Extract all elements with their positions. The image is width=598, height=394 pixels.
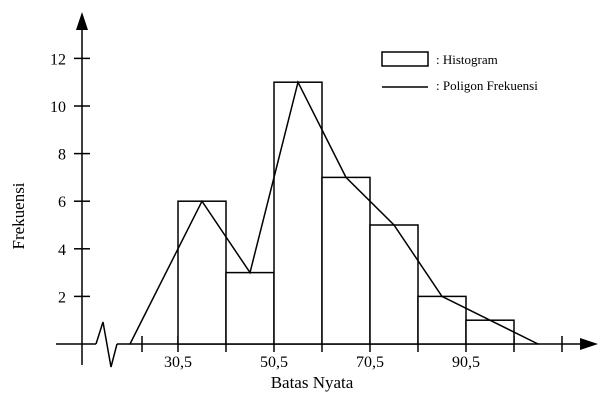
y-tick-label: 4 [58,242,66,259]
histogram-bar [273,81,323,345]
legend-histogram-label: : Histogram [436,52,498,67]
histogram-bar [177,200,227,345]
histogram-bar [225,271,275,345]
x-tick-label: 70,5 [356,354,384,371]
x-tick-label: 90,5 [452,354,480,371]
x-axis-arrow [580,338,598,350]
histogram-bar [417,295,467,345]
y-axis-title: Frekuensi [9,182,28,249]
x-tick-label: 30,5 [164,354,192,371]
polygon-point [537,343,539,345]
y-tick-label: 10 [50,99,66,116]
polygon-point [441,295,443,298]
polygon-point [249,271,251,274]
histogram-bar [321,176,371,345]
x-tick-label: 50,5 [260,354,288,371]
legend: : Histogram : Poligon Frekuensi [381,51,538,93]
y-axis-arrow [76,12,88,30]
legend-histogram-swatch [381,51,429,67]
y-tick-label: 8 [58,147,66,164]
polygon-point [201,200,203,202]
polygon-point [345,176,347,179]
legend-polygon-label: : Poligon Frekuensi [436,78,538,93]
y-tick-label: 12 [50,51,66,68]
polygon-point [297,81,299,83]
histogram-bar [369,224,419,345]
x-axis-break [95,321,118,368]
y-tick-label: 2 [58,289,66,306]
y-tick-label: 6 [58,194,66,211]
x-axis-title: Batas Nyata [271,373,354,392]
polygon-point [129,343,131,345]
histogram-bar [465,319,515,345]
polygon-point [393,224,395,226]
polygon-point [489,319,491,321]
